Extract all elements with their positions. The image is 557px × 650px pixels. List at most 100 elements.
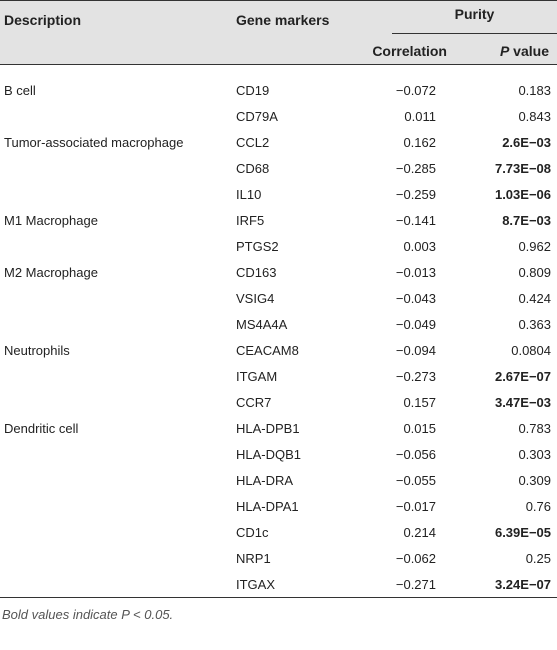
cell-p-value: 0.76: [525, 498, 551, 514]
table-row: VSIG4 −0.043 0.424: [0, 285, 557, 311]
cell-gene-marker: ITGAX: [236, 571, 362, 598]
table-row: Neutrophils CEACAM8 −0.094 0.0804: [0, 337, 557, 363]
cell-correlation: −0.049: [395, 316, 436, 332]
cell-description: [0, 545, 236, 571]
cell-description: M1 Macrophage: [4, 212, 98, 228]
table-row: HLA-DQB1 −0.056 0.303: [0, 441, 557, 467]
cell-gene-marker: CCL2: [236, 134, 270, 150]
cell-p-value: 0.424: [518, 290, 551, 306]
cell-correlation: −0.285: [395, 160, 436, 176]
table-row: CD79A 0.011 0.843: [0, 103, 557, 129]
table-row: CD1c 0.214 6.39E−05: [0, 519, 557, 545]
cell-p-value: 3.47E−03: [494, 394, 551, 410]
table-row: CD68 −0.285 7.73E−08: [0, 155, 557, 181]
cell-description: [0, 311, 236, 337]
cell-correlation: −0.141: [395, 212, 436, 228]
cell-gene-marker: CD68: [236, 160, 270, 176]
cell-gene-marker: HLA-DRA: [236, 472, 294, 488]
cell-correlation: −0.273: [395, 368, 436, 384]
header-correlation: Correlation: [362, 38, 463, 65]
cell-gene-marker: VSIG4: [236, 290, 275, 306]
cell-correlation: −0.259: [395, 186, 436, 202]
table-row: HLA-DRA −0.055 0.309: [0, 467, 557, 493]
cell-description: Dendritic cell: [4, 420, 79, 436]
table-row: HLA-DPA1 −0.017 0.76: [0, 493, 557, 519]
cell-description: [0, 571, 236, 598]
cell-gene-marker: CD79A: [236, 108, 278, 124]
cell-correlation: 0.003: [403, 238, 436, 254]
purity-correlation-table: Description Gene markers Purity Correlat…: [0, 0, 557, 598]
cell-p-value: 6.39E−05: [494, 524, 551, 540]
cell-p-value: 0.809: [518, 264, 551, 280]
table-row: IL10 −0.259 1.03E−06: [0, 181, 557, 207]
table-row: Dendritic cell HLA-DPB1 0.015 0.783: [0, 415, 557, 441]
cell-p-value: 0.0804: [511, 342, 551, 358]
cell-p-value: 0.962: [518, 238, 551, 254]
header-purity-label: Purity: [392, 6, 557, 34]
header-purity: Purity: [362, 0, 557, 38]
cell-gene-marker: IRF5: [236, 212, 265, 228]
cell-p-value: 0.843: [518, 108, 551, 124]
cell-description: [0, 441, 236, 467]
cell-p-value: 8.7E−03: [502, 212, 551, 228]
cell-description: [0, 363, 236, 389]
cell-correlation: −0.055: [395, 472, 436, 488]
cell-gene-marker: HLA-DPA1: [236, 498, 299, 514]
cell-description: [0, 493, 236, 519]
cell-p-value: 2.6E−03: [502, 134, 551, 150]
cell-gene-marker: IL10: [236, 186, 262, 202]
cell-correlation: −0.017: [395, 498, 436, 514]
cell-correlation: −0.271: [362, 571, 463, 598]
cell-correlation: 0.157: [403, 394, 436, 410]
cell-p-value: 3.24E−07: [463, 571, 557, 598]
cell-gene-marker: CD19: [236, 82, 270, 98]
cell-correlation: −0.013: [395, 264, 436, 280]
table-row: Tumor-associated macrophage CCL2 0.162 2.6E…: [0, 129, 557, 155]
header-description-spacer: [0, 38, 236, 65]
table-row: CCR7 0.157 3.47E−03: [0, 389, 557, 415]
cell-p-value: 2.67E−07: [494, 368, 551, 384]
cell-correlation: 0.162: [403, 134, 436, 150]
table-row: NRP1 −0.062 0.25: [0, 545, 557, 571]
cell-gene-marker: CD163: [236, 264, 277, 280]
cell-gene-marker: NRP1: [236, 550, 271, 566]
table-body: B cell CD19 −0.072 0.183 CD79A 0.011 0.843 Tumo…: [0, 65, 557, 598]
cell-p-value: 7.73E−08: [494, 160, 551, 176]
cell-description: B cell: [4, 82, 36, 98]
table-row: M2 Macrophage CD163 −0.013 0.809: [0, 259, 557, 285]
cell-gene-marker: HLA-DPB1: [236, 420, 300, 436]
cell-correlation: −0.056: [395, 446, 436, 462]
cell-description: [0, 181, 236, 207]
cell-description: [0, 233, 236, 259]
cell-p-value: 0.363: [518, 316, 551, 332]
table-container: Description Gene markers Purity Correlat…: [0, 0, 557, 622]
table-row: ITGAX −0.271 3.24E−07: [0, 571, 557, 598]
table-row: MS4A4A −0.049 0.363: [0, 311, 557, 337]
header-row-2: Correlation P value: [0, 38, 557, 65]
cell-correlation: −0.072: [395, 82, 436, 98]
footnote: Bold values indicate P < 0.05.: [2, 607, 174, 622]
header-gene-markers: Gene markers: [236, 0, 362, 38]
cell-gene-marker: MS4A4A: [236, 316, 288, 332]
cell-p-value: 0.303: [518, 446, 551, 462]
cell-description: [0, 519, 236, 545]
cell-p-value: 0.183: [518, 82, 551, 98]
cell-gene-marker: CD1c: [236, 524, 269, 540]
cell-gene-marker: HLA-DQB1: [236, 446, 302, 462]
header-gene-spacer: [236, 38, 362, 65]
cell-correlation: 0.214: [403, 524, 436, 540]
cell-p-value: 0.783: [518, 420, 551, 436]
cell-description: M2 Macrophage: [4, 264, 98, 280]
header-description: Description: [0, 0, 236, 38]
cell-description: [0, 103, 236, 129]
cell-gene-marker: ITGAM: [236, 368, 278, 384]
cell-p-value: 1.03E−06: [494, 186, 551, 202]
cell-description: [0, 389, 236, 415]
table-row: B cell CD19 −0.072 0.183: [0, 65, 557, 104]
cell-p-value: 0.25: [525, 550, 551, 566]
table-row: M1 Macrophage IRF5 −0.141 8.7E−03: [0, 207, 557, 233]
cell-description: Tumor-associated macrophage: [4, 134, 184, 150]
cell-description: [0, 467, 236, 493]
cell-gene-marker: CEACAM8: [236, 342, 299, 358]
table-row: PTGS2 0.003 0.962: [0, 233, 557, 259]
